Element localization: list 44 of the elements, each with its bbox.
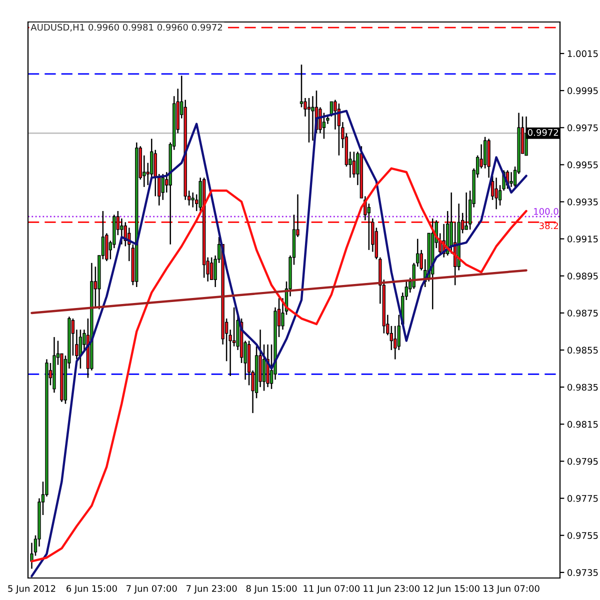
candlestick [494, 177, 498, 210]
candlestick [262, 344, 266, 392]
x-tick-label: 7 Jun 07:00 [126, 585, 177, 594]
y-tick-label: 0.9995 [568, 87, 598, 94]
y-tick-label: 0.9795 [568, 458, 598, 465]
candlestick [120, 218, 124, 246]
annotation: 100.0 [534, 208, 558, 215]
candlestick [161, 173, 164, 201]
y-tick-label: 0.9815 [568, 420, 598, 428]
candlestick [210, 256, 214, 280]
candlestick [464, 192, 468, 230]
x-tick-label: 6 Jun 15:00 [66, 585, 117, 594]
ref-line-label: 0.9972 [528, 128, 558, 136]
y-tick-label: 0.9895 [568, 272, 598, 280]
y-tick-label: 0.9875 [568, 310, 598, 317]
candlestick [307, 97, 311, 144]
x-tick-label: 11 Jun 07:00 [304, 585, 360, 594]
candlestick [394, 325, 397, 360]
x-tick-label: 7 Jun 23:00 [186, 585, 237, 594]
y-tick-label: 0.9935 [568, 198, 598, 206]
candlestick [367, 203, 371, 251]
y-tick-label: 0.9755 [568, 532, 598, 539]
y-tick-label: 0.9835 [568, 384, 598, 391]
x-tick-label: 12 Jun 15:00 [424, 585, 480, 594]
y-tick-label: 0.9975 [568, 124, 598, 132]
x-tick-label: 13 Jun 07:00 [484, 585, 540, 594]
y-tick-label: 0.9915 [568, 236, 598, 242]
x-tick-label: 5 Jun 2012 [8, 585, 56, 594]
candlestick [510, 171, 513, 188]
chart-title: AUDUSD,H1 0.9960 0.9981 0.9960 0.9972 [30, 24, 222, 32]
y-tick-label: 0.9775 [568, 495, 598, 502]
y-tick-label: 0.9955 [568, 161, 598, 168]
candlestick [300, 64, 304, 108]
candlestick [322, 112, 326, 140]
candlestick [311, 96, 314, 142]
y-tick-label: 0.9735 [568, 569, 598, 576]
x-tick-label: 8 Jun 15:00 [246, 585, 297, 594]
candlestick [352, 151, 356, 178]
x-tick-label: 11 Jun 23:00 [364, 585, 420, 594]
candlestick [191, 192, 194, 208]
y-tick-label: 0.9855 [568, 346, 598, 354]
line-series [30, 167, 528, 562]
annotation: 38.2 [540, 222, 558, 230]
y-tick-label: 1.0015 [568, 50, 598, 58]
